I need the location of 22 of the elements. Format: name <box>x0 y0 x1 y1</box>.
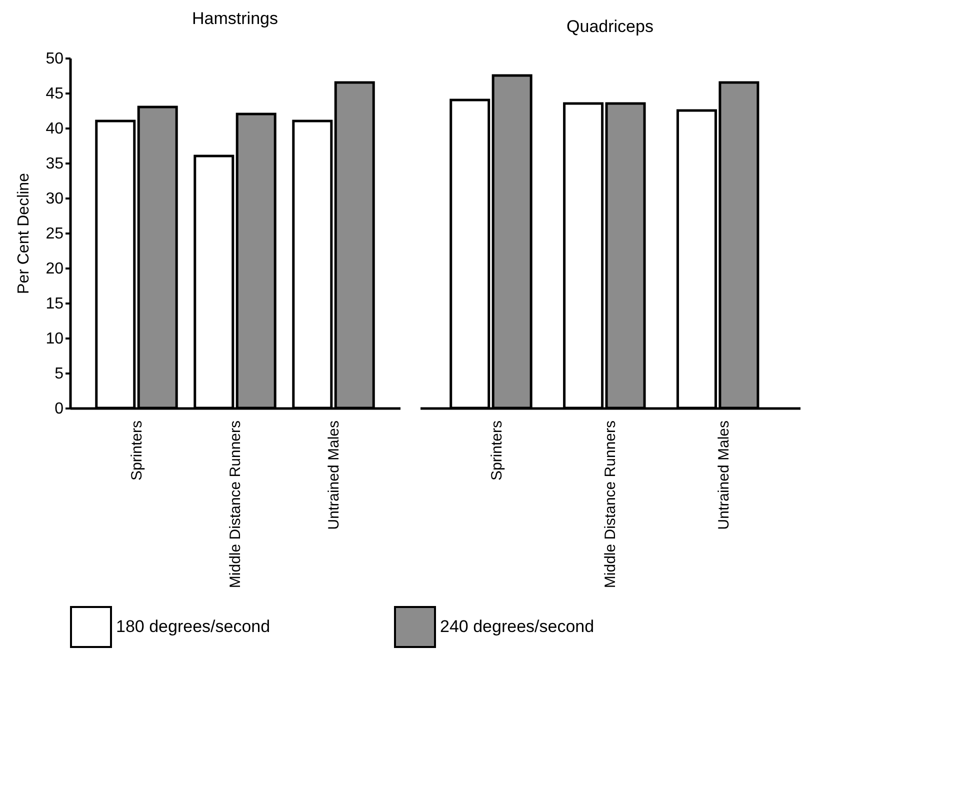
y-tick-label: 10 <box>46 330 64 348</box>
y-tick-label: 35 <box>46 156 64 172</box>
y-tick-label: 25 <box>46 226 64 242</box>
y-tick-label: 20 <box>46 260 64 278</box>
x-tick-label: Untrained Males <box>715 420 732 530</box>
y-tick-label: 30 <box>46 190 64 208</box>
legend-label: 240 degrees/second <box>440 617 594 636</box>
y-tick-label: 45 <box>46 86 64 102</box>
y-tick-label: 5 <box>54 366 64 382</box>
x-tick-label: Sprinters <box>128 420 146 481</box>
y-axis-title: Per Cent Decline <box>16 172 33 294</box>
y-tick-label: 15 <box>46 296 64 312</box>
x-tick-label: Untrained Males <box>326 420 343 530</box>
legend-label: 180 degrees/second <box>116 617 270 636</box>
y-tick-label: 0 <box>54 400 64 418</box>
x-tick-label: Middle Distance Runners <box>602 420 619 588</box>
y-tick-label: 40 <box>46 120 64 138</box>
x-tick-label: Sprinters <box>488 420 506 481</box>
y-tick-label: 50 <box>46 50 64 68</box>
chart-title: Hamstrings <box>192 9 278 28</box>
chart-title: Quadriceps <box>566 17 654 36</box>
x-tick-label: Middle Distance Runners <box>227 420 244 588</box>
